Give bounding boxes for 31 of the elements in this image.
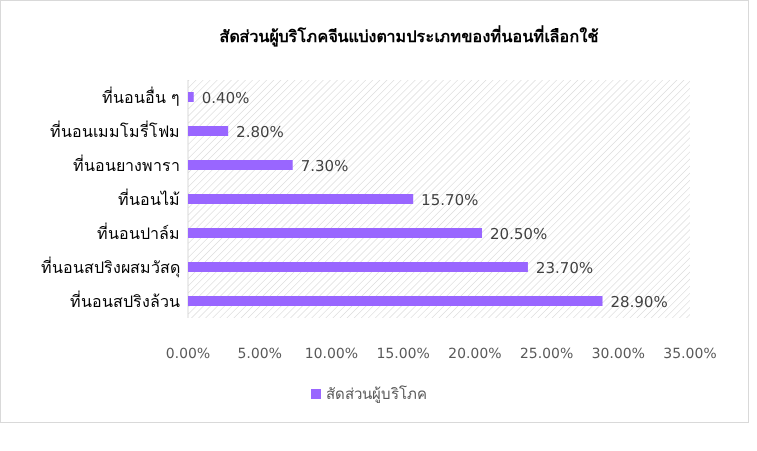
- x-tick-label: 15.00%: [376, 346, 430, 362]
- y-tick-label: ที่นอนไม้: [118, 188, 180, 209]
- x-tick-label: 10.00%: [304, 346, 358, 362]
- y-tick-label: ที่นอนสปริงผสมวัสดุ: [41, 256, 180, 278]
- x-tick-label: 0.00%: [166, 346, 210, 362]
- y-tick-label: ที่นอนปาล์ม: [97, 222, 180, 243]
- y-tick-label: ที่นอนสปริงล้วน: [70, 290, 180, 311]
- bar: [188, 194, 414, 204]
- bar: [188, 160, 293, 170]
- data-label: 15.70%: [421, 191, 478, 209]
- x-tick-label: 5.00%: [237, 346, 282, 362]
- data-label: 2.80%: [236, 123, 284, 141]
- y-tick-label: ที่นอนเมมโมรี่โฟม: [50, 120, 180, 141]
- bar: [188, 126, 228, 136]
- data-label: 23.70%: [536, 259, 594, 277]
- x-tick-label: 30.00%: [592, 346, 645, 362]
- chart-title: สัดส่วนผู้บริโภคจีนแบ่งตามประเภทของที่นอนที่เลือกใช้: [220, 25, 598, 48]
- y-tick-label: ที่นอนอื่น ๆ: [102, 86, 180, 107]
- bar: [188, 228, 482, 238]
- x-tick-label: 35.00%: [663, 346, 717, 362]
- x-tick-label: 20.00%: [448, 346, 502, 362]
- data-label: 7.30%: [300, 157, 348, 175]
- legend-label: สัดส่วนผู้บริโภค: [326, 385, 427, 403]
- bar: [188, 262, 528, 272]
- data-label: 20.50%: [490, 225, 548, 243]
- data-label: 0.40%: [202, 89, 250, 107]
- y-tick-label: ที่นอนยางพารา: [73, 154, 180, 175]
- x-tick-label: 25.00%: [520, 346, 574, 362]
- bar: [188, 296, 603, 306]
- bar: [188, 92, 194, 102]
- data-label: 28.90%: [610, 293, 668, 311]
